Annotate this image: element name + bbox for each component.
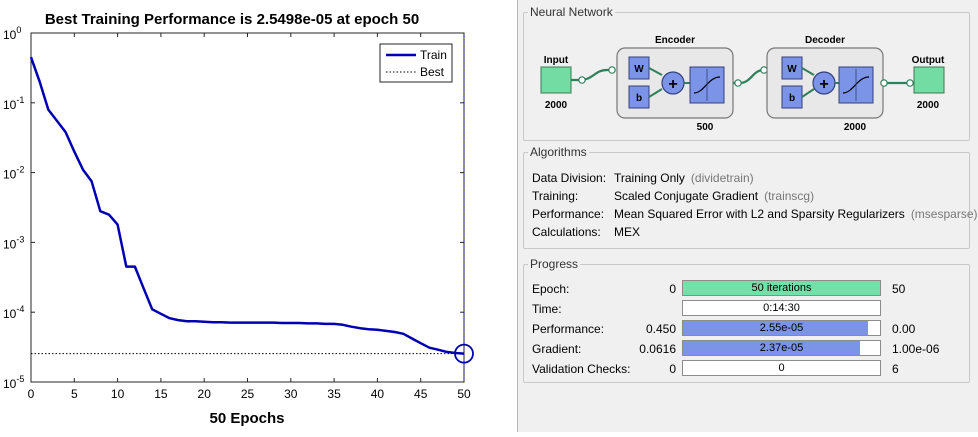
network-diagram: Input 2000 Encoder W b + 500 Decoder <box>540 35 945 133</box>
progress-max-gradient: 1.00e-06 <box>892 342 940 356</box>
output-label: Output <box>912 55 945 66</box>
neural-network-group: Neural Network Input 2000 Encoder W b + … <box>523 4 970 141</box>
algorithm-key: Data Division: <box>532 171 607 185</box>
x-tick-label: 20 <box>198 387 212 401</box>
progress-text-performance: 2.55e-05 <box>759 322 804 334</box>
algorithm-value: Training Only (dividetrain) <box>614 170 754 186</box>
chart-title: Best Training Performance is 2.5498e-05 … <box>45 11 419 28</box>
progress-text-gradient: 2.37e-05 <box>759 342 804 354</box>
progress-bar-epoch: 50 iterations <box>682 280 881 296</box>
progress-max-performance: 0.00 <box>892 322 916 336</box>
output-size: 2000 <box>917 100 940 111</box>
best-point-marker <box>454 343 474 364</box>
neural-network-title: Neural Network <box>528 4 615 20</box>
progress-fill-gradient <box>683 341 861 355</box>
algorithm-value-sub: (dividetrain) <box>690 171 754 185</box>
progress-label-time: Time: <box>532 302 562 316</box>
algorithm-value: Mean Squared Error with L2 and Sparsity … <box>614 206 978 222</box>
legend-train-label: Train <box>420 48 447 62</box>
train-series-line <box>29 56 465 355</box>
x-tick-label: 0 <box>28 387 35 401</box>
progress-min-gradient: 0.0616 <box>639 342 676 356</box>
input-label: Input <box>544 55 569 66</box>
encoder-weight-label: W <box>634 64 644 75</box>
progress-fill-performance <box>683 321 869 335</box>
algorithm-value-main: MEX <box>614 225 641 239</box>
progress-max-epoch: 50 <box>892 282 906 296</box>
training-info-panel: Neural Network Input 2000 Encoder W b + … <box>518 0 978 432</box>
progress-bar-performance: 2.55e-05 <box>682 320 881 336</box>
progress-bar-validation-checks: 0 <box>682 360 881 376</box>
encoder-size: 500 <box>697 122 714 133</box>
progress-min-epoch: 0 <box>669 282 676 296</box>
algorithm-key: Performance: <box>532 207 605 221</box>
x-tick-label: 5 <box>71 387 78 401</box>
algorithms-title: Algorithms <box>528 144 589 160</box>
x-tick-label: 10 <box>111 387 125 401</box>
panel-divider <box>517 0 518 432</box>
legend[interactable]: Train Best <box>379 43 453 83</box>
progress-group: Progress Epoch: 0 50 iterations 50 Time:… <box>523 256 970 383</box>
algorithm-value-main: Training Only <box>614 171 685 185</box>
x-tick-label: 50 <box>457 387 471 401</box>
x-tick-label: 35 <box>327 387 341 401</box>
input-block <box>540 66 572 94</box>
progress-text-time: 0:14:30 <box>763 302 800 314</box>
x-axis-label: 50 Epochs <box>209 410 284 427</box>
progress-title: Progress <box>528 256 581 272</box>
output-block <box>913 66 945 94</box>
performance-plot-panel: Best Training Performance is 2.5498e-05 … <box>3 11 474 427</box>
algorithm-value-sub: (msesparse) <box>910 207 978 221</box>
algorithm-value-main: Scaled Conjugate Gradient <box>614 189 759 203</box>
algorithm-key: Calculations: <box>532 225 601 239</box>
progress-bar-gradient: 2.37e-05 <box>682 340 881 356</box>
x-axis: 0 5 10 15 20 25 30 35 40 45 50 <box>28 33 471 401</box>
x-tick-label: 30 <box>284 387 298 401</box>
x-tick-label: 45 <box>414 387 428 401</box>
encoder-bias-label: b <box>636 93 642 104</box>
algorithm-value: Scaled Conjugate Gradient (trainscg) <box>614 188 814 204</box>
x-tick-label: 15 <box>154 387 168 401</box>
decoder-weight-label: W <box>787 64 797 75</box>
legend-best-label: Best <box>420 65 445 79</box>
decoder-bias-label: b <box>789 93 795 104</box>
progress-min-performance: 0.450 <box>645 322 676 336</box>
algorithm-value-main: Mean Squared Error with L2 and Sparsity … <box>614 207 905 221</box>
decoder-label: Decoder <box>805 35 845 46</box>
algorithms-group: Algorithms Data Division: Training Only (… <box>523 144 978 249</box>
input-size: 2000 <box>545 100 568 111</box>
progress-max-validation-checks: 6 <box>892 362 899 376</box>
x-tick-label: 40 <box>371 387 385 401</box>
progress-label-performance: Performance: <box>532 322 605 336</box>
plot-area <box>30 32 465 383</box>
algorithm-value: MEX <box>614 224 646 240</box>
algorithm-value-sub: (trainscg) <box>764 189 815 203</box>
x-tick-label: 25 <box>241 387 255 401</box>
performance-plot: Best Training Performance is 2.5498e-05 … <box>3 11 474 427</box>
progress-min-validation-checks: 0 <box>669 362 676 376</box>
progress-text-validation-checks: 0 <box>778 362 785 374</box>
progress-label-validation-checks: Validation Checks: <box>532 362 631 376</box>
progress-bar-time: 0:14:30 <box>682 300 881 316</box>
progress-fill-epoch <box>683 281 880 295</box>
progress-label-epoch: Epoch: <box>532 282 570 296</box>
decoder-sum-symbol: + <box>819 76 828 93</box>
encoder-sum-symbol: + <box>668 76 677 93</box>
algorithm-key: Training: <box>532 189 579 203</box>
decoder-size: 2000 <box>844 122 867 133</box>
encoder-label: Encoder <box>655 35 695 46</box>
progress-text-epoch: 50 iterations <box>751 282 812 294</box>
progress-label-gradient: Gradient: <box>532 342 582 356</box>
